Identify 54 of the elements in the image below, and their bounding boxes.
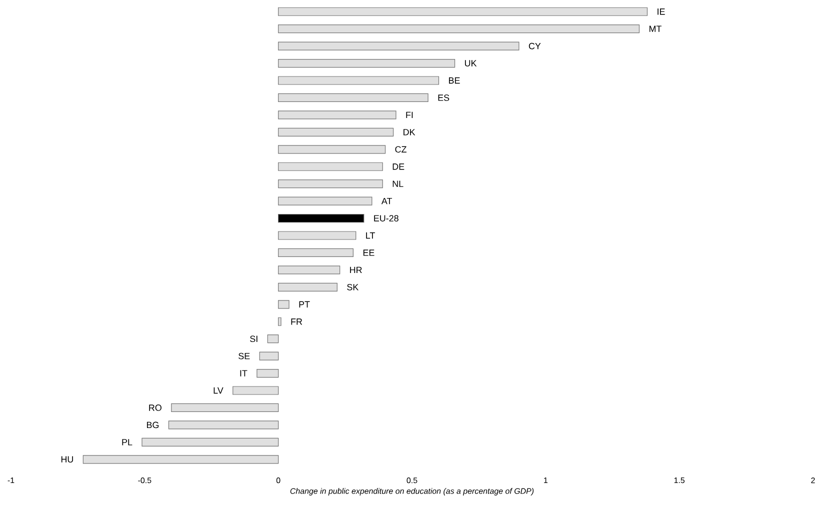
bar (278, 180, 383, 188)
bar (278, 76, 440, 85)
y-tick-label: LV (214, 387, 224, 394)
bar (278, 282, 338, 292)
y-tick-label: LT (366, 232, 375, 239)
bar (278, 145, 386, 154)
bar (278, 266, 340, 274)
y-tick-label: HU (61, 456, 73, 463)
y-tick-label: RO (149, 404, 162, 411)
bar (278, 300, 290, 309)
bar (171, 403, 279, 412)
y-tick-label: MT (649, 26, 662, 32)
y-tick-label: CY (528, 42, 541, 50)
y-tick-label: BG (146, 422, 159, 428)
bar (278, 128, 394, 136)
y-tick-label: PL (122, 439, 132, 446)
bar (278, 58, 456, 68)
y-tick-label: FR (291, 318, 302, 325)
y-tick-label: BE (448, 77, 460, 84)
bar (232, 386, 279, 395)
bar (259, 352, 279, 360)
bar (168, 420, 279, 430)
bar (278, 162, 383, 171)
bar (267, 334, 279, 344)
bar (278, 42, 520, 50)
y-tick-label: FI (406, 112, 413, 118)
bar (278, 24, 640, 34)
y-tick-label: EE (363, 250, 374, 256)
y-tick-label: IT (240, 370, 248, 376)
bar (278, 317, 282, 326)
y-tick-label: AT (381, 198, 392, 204)
y-tick-label: NL (392, 180, 404, 187)
bar (278, 93, 428, 102)
bar (278, 231, 356, 240)
bar (256, 368, 279, 378)
y-tick-label: HR (350, 266, 362, 274)
y-tick-label: UK (464, 60, 477, 66)
bar (142, 438, 279, 446)
y-tick-label: DK (404, 129, 416, 136)
y-tick-label: IE (658, 8, 665, 15)
bar (278, 196, 372, 206)
y-tick-label: CZ (395, 146, 406, 153)
y-tick-label: PT (299, 301, 310, 308)
bar (278, 110, 396, 120)
y-tick-label: SK (347, 284, 359, 290)
y-tick-label: ES (438, 94, 450, 101)
y-tick-label: EU-28 (374, 215, 398, 222)
y-tick-label: SE (238, 352, 250, 360)
y-tick-label: SI (250, 336, 258, 342)
y-tick-label: DE (392, 164, 404, 170)
bar (278, 214, 364, 223)
bar (278, 248, 354, 258)
bar (278, 7, 648, 16)
bar (82, 455, 279, 464)
